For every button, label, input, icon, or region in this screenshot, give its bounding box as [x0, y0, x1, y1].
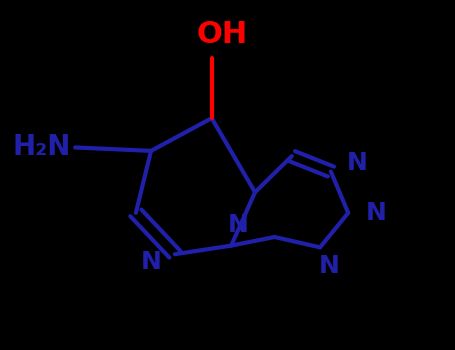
Text: N: N: [318, 254, 339, 278]
Text: OH: OH: [197, 20, 248, 49]
Text: N: N: [346, 151, 367, 175]
Text: N: N: [366, 201, 387, 225]
Text: N: N: [227, 213, 248, 237]
Text: H₂N: H₂N: [12, 133, 71, 161]
Text: N: N: [141, 250, 162, 274]
